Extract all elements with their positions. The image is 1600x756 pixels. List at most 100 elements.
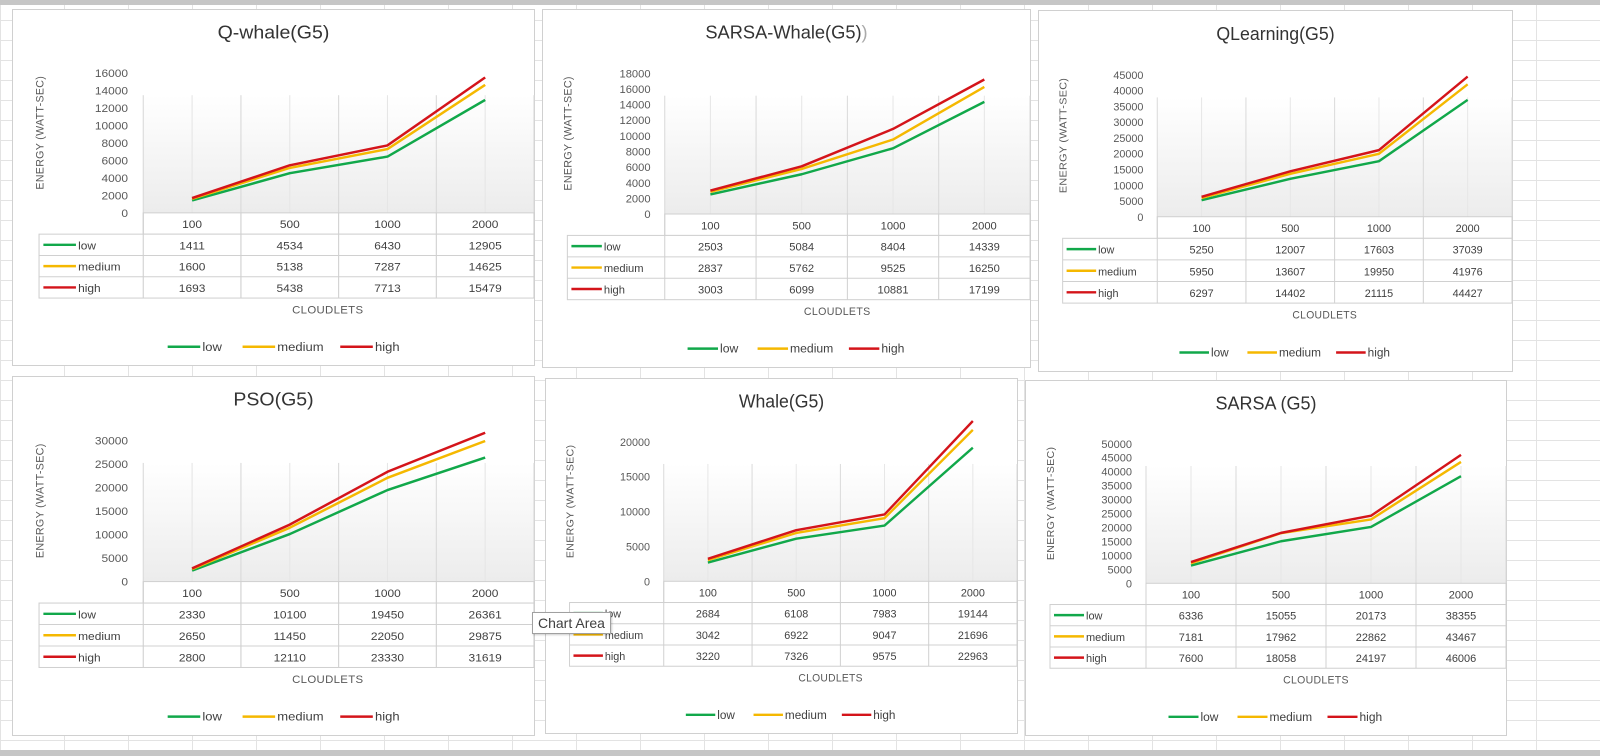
x-tick-label: 2000 [472, 587, 499, 600]
legend[interactable]: low medium high [685, 708, 896, 722]
data-label: 1411 [179, 241, 205, 253]
series-line-low[interactable] [1201, 98, 1469, 202]
legend-label-medium: medium [785, 708, 827, 722]
legend[interactable]: low medium high [687, 342, 905, 356]
y-axis-label: ENERGY (WATT-SEC) [34, 443, 46, 558]
series-name: high [605, 651, 625, 663]
series-line-medium[interactable] [191, 439, 486, 571]
data-label: 1600 [179, 262, 206, 274]
y-tick-label: 15000 [620, 472, 650, 484]
legend[interactable]: low medium high [167, 340, 400, 354]
legend[interactable]: low medium high [167, 710, 400, 724]
y-tick-label: 10000 [620, 506, 650, 518]
data-label: 1693 [179, 283, 206, 295]
legend-label-high: high [375, 710, 400, 724]
data-label: 2837 [698, 263, 723, 275]
data-table: 100 500 1000 2000 low 6336 15055 20173 38355 medi… [1049, 582, 1507, 669]
legend[interactable]: low medium high [1168, 710, 1383, 724]
data-label: 31619 [469, 652, 502, 665]
series-line-low[interactable] [710, 100, 985, 196]
x-axis-label: CLOUDLETS [292, 305, 363, 317]
series-line-medium[interactable] [191, 83, 486, 201]
chart-svg: PSO(G5) ENERGY (WATT-SEC) 0 5000 10000 15000 2… [34, 390, 535, 724]
x-tick-label: 2000 [1456, 223, 1480, 235]
data-label: 7600 [1179, 653, 1203, 665]
chart-title: Whale(G5) [739, 391, 824, 411]
legend-label-low: low [1211, 345, 1229, 359]
y-tick-label: 15000 [95, 505, 128, 518]
data-label: 6922 [784, 630, 808, 642]
series-line-medium[interactable] [710, 85, 985, 194]
y-tick-label: 18000 [620, 68, 651, 80]
data-label: 3042 [696, 630, 720, 642]
x-tick-label: 500 [792, 220, 811, 232]
data-table: 100 500 1000 2000 low 2330 10100 19450 26361 medi… [38, 581, 535, 669]
y-tick-label: 8000 [626, 146, 651, 158]
legend-label-low: low [1201, 710, 1219, 724]
data-label: 14625 [469, 262, 502, 274]
series-line-high[interactable] [707, 420, 974, 560]
data-label: 26361 [469, 609, 502, 622]
data-label: 7181 [1179, 632, 1203, 644]
table-body [1049, 604, 1507, 669]
chart-title: SARSA-Whale(G5)) [705, 22, 867, 43]
x-tick-label: 500 [1281, 223, 1299, 235]
legend-label-medium: medium [1279, 345, 1321, 359]
y-tick-label: 16000 [620, 84, 651, 96]
y-tick-label: 6000 [626, 162, 651, 174]
legend-label-medium: medium [277, 340, 323, 354]
series-line-high[interactable] [1190, 453, 1462, 564]
x-tick-label: 1000 [873, 587, 897, 599]
y-tick-label: 45000 [1101, 453, 1132, 465]
x-axis-label: CLOUDLETS [1283, 674, 1349, 686]
data-label: 6108 [784, 609, 808, 621]
data-label: 24197 [1356, 653, 1387, 665]
data-label: 19144 [958, 609, 988, 621]
legend-label-medium: medium [1270, 710, 1313, 724]
series-line-low[interactable] [1190, 475, 1462, 567]
series-line-low[interactable] [191, 456, 486, 572]
chart-q-whale[interactable]: Q-whale(G5) ENERGY (WATT-SEC) 0 2000 4000 600… [12, 9, 535, 366]
y-tick-label: 25000 [95, 458, 128, 471]
series-line-medium[interactable] [707, 429, 974, 562]
data-label: 23330 [371, 652, 404, 665]
y-tick-label: 20000 [95, 482, 128, 495]
series-line-low[interactable] [707, 446, 974, 564]
data-label: 8404 [881, 242, 906, 254]
chart-whale[interactable]: Whale(G5) ENERGY (WATT-SEC) 0 5000 10000 1500… [545, 378, 1018, 734]
series-line-high[interactable] [710, 78, 985, 192]
x-tick-label: 100 [182, 587, 202, 600]
x-tick-label: 1000 [374, 587, 401, 600]
x-tick-label: 500 [280, 219, 300, 231]
data-label: 6430 [374, 241, 401, 253]
y-tick-label: 14000 [95, 86, 128, 98]
legend[interactable]: low medium high [1179, 345, 1390, 360]
series-line-high[interactable] [1201, 75, 1469, 199]
y-tick-label: 0 [1137, 212, 1143, 224]
data-label: 46006 [1446, 653, 1477, 665]
chart-title: SARSA (G5) [1216, 393, 1317, 413]
window-top-border [0, 0, 1600, 5]
legend-label-low: low [202, 340, 222, 354]
y-tick-label: 10000 [95, 121, 128, 133]
data-table: 100 500 1000 2000 low 1411 4534 6430 12905 medium… [38, 212, 535, 299]
y-axis-label: ENERGY (WATT-SEC) [566, 445, 577, 558]
series-line-low[interactable] [191, 98, 486, 202]
chart-qlearning[interactable]: QLearning(G5) ENERGY (WATT-SEC) 0 5000 10000… [1038, 10, 1513, 372]
y-tick-label: 10000 [1113, 180, 1143, 192]
x-axis-label: CLOUDLETS [292, 674, 363, 686]
data-label: 3003 [698, 285, 723, 297]
legend-label-medium: medium [790, 342, 833, 356]
series-line-high[interactable] [191, 76, 486, 200]
series-line-medium[interactable] [1201, 83, 1469, 200]
data-label: 19950 [1364, 266, 1394, 278]
chart-sarsa[interactable]: SARSA (G5) ENERGY (WATT-SEC) 0 5000 10000 150… [1025, 380, 1507, 736]
data-label: 9525 [881, 263, 906, 275]
table-body [1062, 237, 1513, 304]
series-line-high[interactable] [191, 431, 486, 570]
legend-label-high: high [873, 708, 895, 722]
chart-pso[interactable]: PSO(G5) ENERGY (WATT-SEC) 0 5000 10000 15000 2… [12, 376, 535, 736]
data-label: 2503 [698, 242, 723, 254]
chart-sarsa-whale[interactable]: SARSA-Whale(G5)) ENERGY (WATT-SEC) 0 2000 40… [542, 9, 1031, 368]
data-label: 14339 [969, 242, 1000, 254]
